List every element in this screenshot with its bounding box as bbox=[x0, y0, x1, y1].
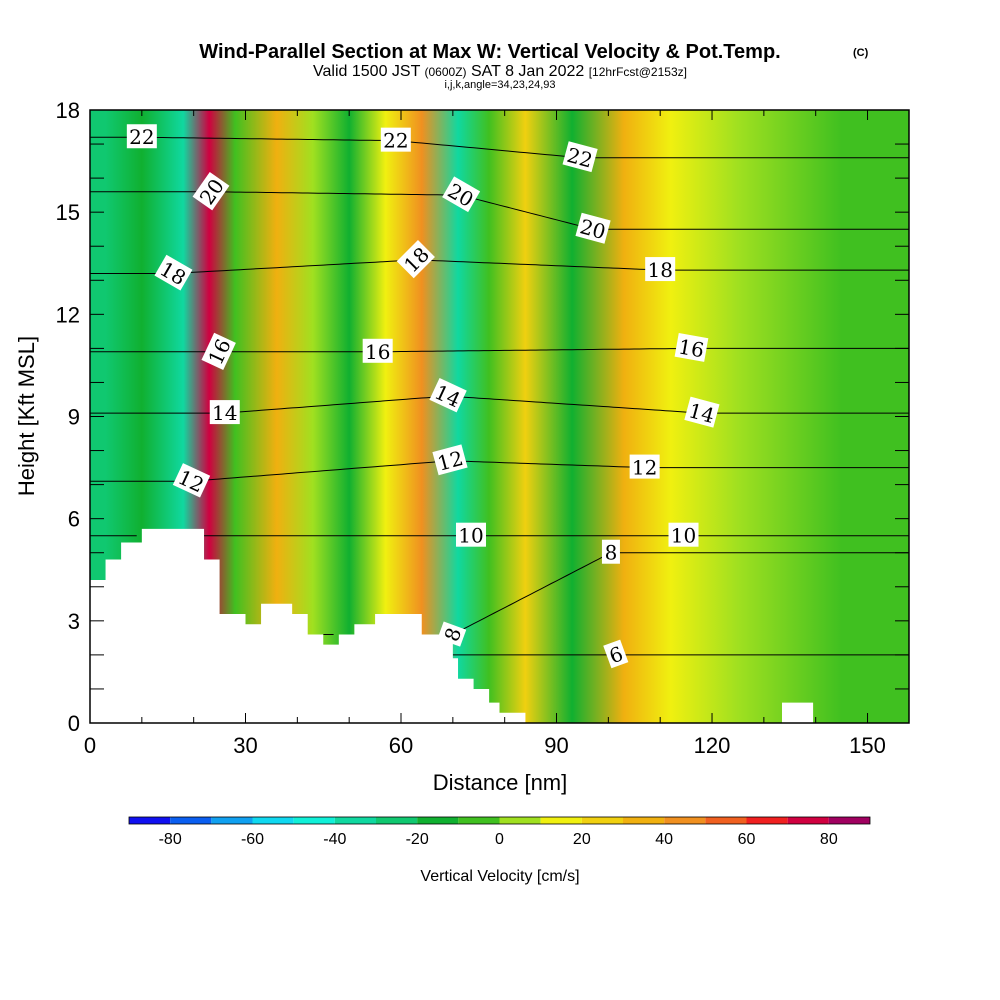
svg-text:16: 16 bbox=[677, 334, 706, 362]
theta-contour-8 bbox=[452, 552, 909, 635]
theta-contour-20 bbox=[90, 191, 909, 230]
contour-label: 8 bbox=[437, 621, 466, 647]
contour-label: 16 bbox=[362, 338, 393, 364]
colorbar-swatch bbox=[499, 817, 541, 824]
colorbar-swatch bbox=[129, 817, 171, 824]
colorbar-swatch bbox=[211, 817, 253, 824]
contour-label: 12 bbox=[432, 444, 468, 476]
x-tick-label: 60 bbox=[389, 733, 413, 758]
svg-text:10: 10 bbox=[671, 524, 696, 548]
y-tick-label: 6 bbox=[68, 507, 80, 532]
colorbar-swatch bbox=[417, 817, 459, 824]
colorbar-swatch bbox=[334, 817, 376, 824]
contour-label: 16 bbox=[674, 332, 709, 362]
svg-text:22: 22 bbox=[129, 125, 154, 149]
colorbar-label: Vertical Velocity [cm/s] bbox=[420, 868, 579, 885]
colorbar-tick-label: -80 bbox=[159, 831, 182, 848]
x-tick-label: 120 bbox=[694, 733, 731, 758]
colorbar-swatch bbox=[787, 817, 829, 824]
colorbar-swatch bbox=[252, 817, 294, 824]
subtitle-valid: Valid 1500 JST bbox=[313, 63, 421, 80]
y-tick-label: 3 bbox=[68, 609, 80, 634]
colorbar-swatch bbox=[828, 817, 870, 824]
svg-text:18: 18 bbox=[647, 258, 672, 282]
svg-text:12: 12 bbox=[632, 456, 657, 480]
y-tick-label: 15 bbox=[56, 200, 80, 225]
plot-area: 2220181614122220181614121082220181614121… bbox=[90, 110, 909, 723]
x-tick-label: 150 bbox=[849, 733, 886, 758]
contour-label: 12 bbox=[629, 454, 660, 480]
colorbar-swatch bbox=[293, 817, 335, 824]
svg-text:10: 10 bbox=[458, 524, 483, 548]
copyright-mark: (C) bbox=[853, 47, 869, 59]
colorbar-tick-label: -60 bbox=[241, 831, 264, 848]
subtitle-date: SAT 8 Jan 2022 bbox=[471, 63, 584, 80]
colorbar-swatch bbox=[540, 817, 582, 824]
subtitle-zulu: (0600Z) bbox=[425, 65, 467, 79]
subtitle-forecast: [12hrFcst@2153z] bbox=[589, 65, 687, 79]
contour-label: 10 bbox=[668, 522, 699, 548]
theta-contour-18 bbox=[90, 259, 909, 274]
terrain bbox=[90, 528, 909, 723]
chart-title: Wind-Parallel Section at Max W: Vertical… bbox=[199, 41, 780, 63]
axes: 0 30 60 90 120 150 0 3 6 9 12 15 18 bbox=[56, 98, 909, 758]
y-tick-label: 0 bbox=[68, 711, 80, 736]
colorbar-tick-label: -20 bbox=[406, 831, 429, 848]
colorbar-tick-label: -40 bbox=[323, 831, 346, 848]
contour-label: 18 bbox=[645, 257, 676, 282]
colorbar: -80 -60 -40 -20 0 20 40 60 80 bbox=[128, 816, 871, 848]
colorbar-tick-label: 60 bbox=[738, 831, 756, 848]
svg-text:8: 8 bbox=[605, 541, 618, 565]
svg-text:22: 22 bbox=[383, 129, 408, 153]
y-tick-label: 12 bbox=[56, 302, 80, 327]
contour-labels: 2220181614122220181614121082220181614121… bbox=[126, 124, 720, 668]
y-tick-label: 9 bbox=[68, 405, 80, 430]
colorbar-swatch bbox=[170, 817, 212, 824]
contour-label: 8 bbox=[601, 539, 620, 565]
contour-label: 20 bbox=[575, 212, 611, 244]
colorbar-swatch bbox=[746, 817, 788, 824]
colorbar-swatch bbox=[664, 817, 706, 824]
colorbar-tick-label: 80 bbox=[820, 831, 838, 848]
colorbar-tick-label: 20 bbox=[573, 831, 591, 848]
y-tick-label: 18 bbox=[56, 98, 80, 123]
contour-label: 22 bbox=[380, 127, 411, 153]
contour-label: 14 bbox=[684, 396, 720, 428]
x-tick-label: 0 bbox=[84, 733, 96, 758]
x-axis-label: Distance [nm] bbox=[433, 770, 568, 795]
subtitle-indices: i,j,k,angle=34,23,24,93 bbox=[444, 79, 555, 91]
contour-label: 22 bbox=[126, 124, 157, 149]
x-tick-label: 90 bbox=[544, 733, 568, 758]
colorbar-tick-label: 0 bbox=[495, 831, 504, 848]
theta-contour-12 bbox=[90, 460, 909, 482]
y-axis-label: Height [Kft MSL] bbox=[14, 336, 39, 496]
colorbar-swatch bbox=[581, 817, 623, 824]
contour-label: 6 bbox=[603, 639, 629, 668]
colorbar-swatch bbox=[376, 817, 418, 824]
colorbar-swatch bbox=[623, 817, 665, 824]
x-tick-label: 30 bbox=[233, 733, 257, 758]
colorbar-tick-label: 40 bbox=[655, 831, 673, 848]
contour-label: 14 bbox=[209, 400, 240, 425]
colorbar-swatch bbox=[458, 817, 500, 824]
svg-text:14: 14 bbox=[212, 401, 237, 425]
svg-text:16: 16 bbox=[365, 340, 390, 364]
colorbar-swatch bbox=[705, 817, 747, 824]
chart-subtitle: Valid 1500 JST (0600Z) SAT 8 Jan 2022 [1… bbox=[313, 63, 687, 80]
theta-contour-22 bbox=[90, 136, 909, 159]
contour-label: 10 bbox=[455, 522, 486, 548]
